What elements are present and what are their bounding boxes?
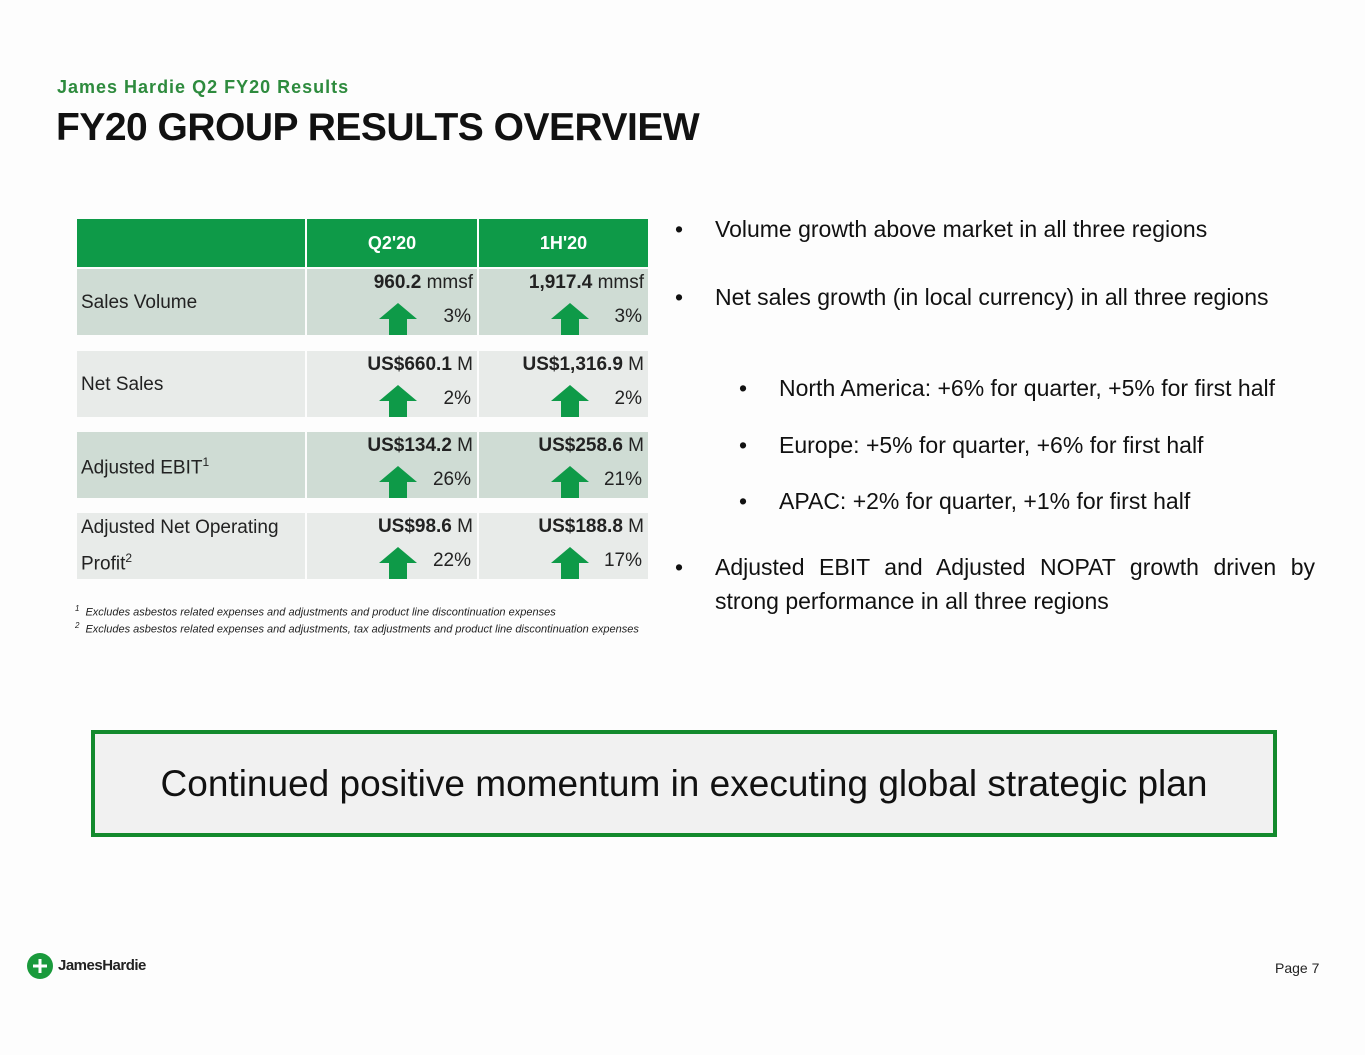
unit: M (628, 354, 644, 375)
callout: Continued positive momentum in executing… (91, 730, 1277, 837)
row-label: Adjusted EBIT1 (81, 454, 210, 479)
value: 960.2 mmsf (374, 272, 473, 294)
arrow-shape (379, 385, 417, 417)
bullet: Volume growth above market in all three … (715, 216, 1208, 242)
unit: mmsf (597, 272, 644, 293)
footnote-text: Excludes asbestos related expenses and a… (85, 623, 639, 636)
arrow-shape (551, 303, 589, 335)
arrow-shape (551, 547, 589, 579)
bullet-dot: • (675, 284, 684, 310)
up-arrow (379, 466, 417, 498)
header-cell (77, 219, 305, 267)
change: 3% (443, 306, 471, 327)
unit: M (628, 435, 644, 456)
bullet: APAC: +2% for quarter, +1% for first hal… (779, 488, 1191, 514)
value-cell: US$258.6 M 21% (479, 432, 648, 498)
value-cell: US$188.8 M 17% (479, 513, 648, 579)
change: 2% (443, 388, 471, 409)
footnote-ref: 2 (125, 551, 133, 566)
amount: US$660.1 (367, 354, 452, 375)
up-arrow (379, 385, 417, 417)
unit: mmsf (426, 272, 473, 293)
value-cell: 960.2 mmsf 3% (307, 269, 477, 335)
amount: US$258.6 (538, 435, 623, 456)
row-label-cell: Sales Volume (77, 269, 305, 335)
subtitle: James Hardie Q2 FY20 Results (57, 77, 350, 97)
change: 17% (603, 550, 642, 571)
amount: US$98.6 (377, 516, 452, 537)
change: 21% (603, 469, 642, 490)
up-arrow (379, 303, 417, 335)
row-label: Adjusted Net Operating Profit2 (81, 517, 279, 575)
row-label: Sales Volume (81, 291, 198, 313)
arrow-shape (379, 466, 417, 498)
up-arrow (551, 547, 589, 579)
arrow-shape (379, 303, 417, 335)
row-label: Net Sales (81, 373, 164, 395)
value: US$258.6 M (538, 435, 644, 457)
value: US$98.6 M (378, 516, 473, 538)
bullet: North America: +6% for quarter, +5% for … (779, 375, 1275, 401)
unit: M (457, 516, 473, 537)
title: FY20 GROUP RESULTS OVERVIEW (56, 106, 700, 149)
footnote-mark: 1 (75, 604, 80, 613)
up-arrow (551, 466, 589, 498)
change: 2% (614, 388, 642, 409)
value-cell: 1,917.4 mmsf 3% (479, 269, 648, 335)
column-header: Q2'20 (307, 219, 477, 267)
value: US$1,316.9 M (523, 354, 644, 376)
amount: 960.2 (373, 272, 422, 293)
up-arrow (551, 303, 589, 335)
change: 26% (432, 469, 471, 490)
arrow-shape (551, 466, 589, 498)
amount: US$188.8 (538, 516, 623, 537)
footnote-text: Excludes asbestos related expenses and a… (85, 606, 556, 619)
unit: M (628, 516, 644, 537)
row-label-cell: Net Sales (77, 351, 305, 417)
logo-icon (27, 953, 53, 979)
footnote: 1 Excludes asbestos related expenses and … (75, 600, 640, 622)
arrow-shape (551, 385, 589, 417)
page-number: Page 7 (1275, 960, 1320, 976)
unit: M (457, 354, 473, 375)
value: US$660.1 M (367, 354, 473, 376)
up-arrow (551, 385, 589, 417)
bullet: Adjusted EBIT and Adjusted NOPAT growth … (715, 554, 1315, 614)
bullet-dot: • (739, 488, 748, 514)
up-arrow (379, 547, 417, 579)
bullet-dot: • (739, 432, 748, 458)
amount: US$1,316.9 (522, 354, 623, 375)
amount: 1,917.4 (528, 272, 593, 293)
bullet-dot: • (739, 375, 748, 401)
footnote-ref: 1 (202, 454, 210, 469)
row-label-cell: Adjusted EBIT1 (77, 432, 305, 498)
change: 3% (614, 306, 642, 327)
amount: US$134.2 (367, 435, 452, 456)
logo: JamesHardie (58, 957, 146, 974)
bullet: Europe: +5% for quarter, +6% for first h… (779, 432, 1204, 458)
value-cell: US$660.1 M 2% (307, 351, 477, 417)
bullet-dot: • (675, 216, 684, 242)
bullet-dot: • (675, 554, 684, 580)
value-cell: US$134.2 M 26% (307, 432, 477, 498)
footnote-mark: 2 (75, 621, 80, 630)
arrow-shape (379, 547, 417, 579)
row-label-cell: Adjusted Net Operating Profit2 (77, 513, 305, 579)
value-cell: US$1,316.9 M 2% (479, 351, 648, 417)
bullet: Net sales growth (in local currency) in … (715, 284, 1269, 310)
value-cell: US$98.6 M 22% (307, 513, 477, 579)
value: 1,917.4 mmsf (529, 272, 644, 294)
unit: M (457, 435, 473, 456)
value: US$188.8 M (538, 516, 644, 538)
value: US$134.2 M (367, 435, 473, 457)
change: 22% (432, 550, 471, 571)
footnote: 2 Excludes asbestos related expenses and … (75, 617, 640, 639)
column-header: 1H'20 (479, 219, 648, 267)
